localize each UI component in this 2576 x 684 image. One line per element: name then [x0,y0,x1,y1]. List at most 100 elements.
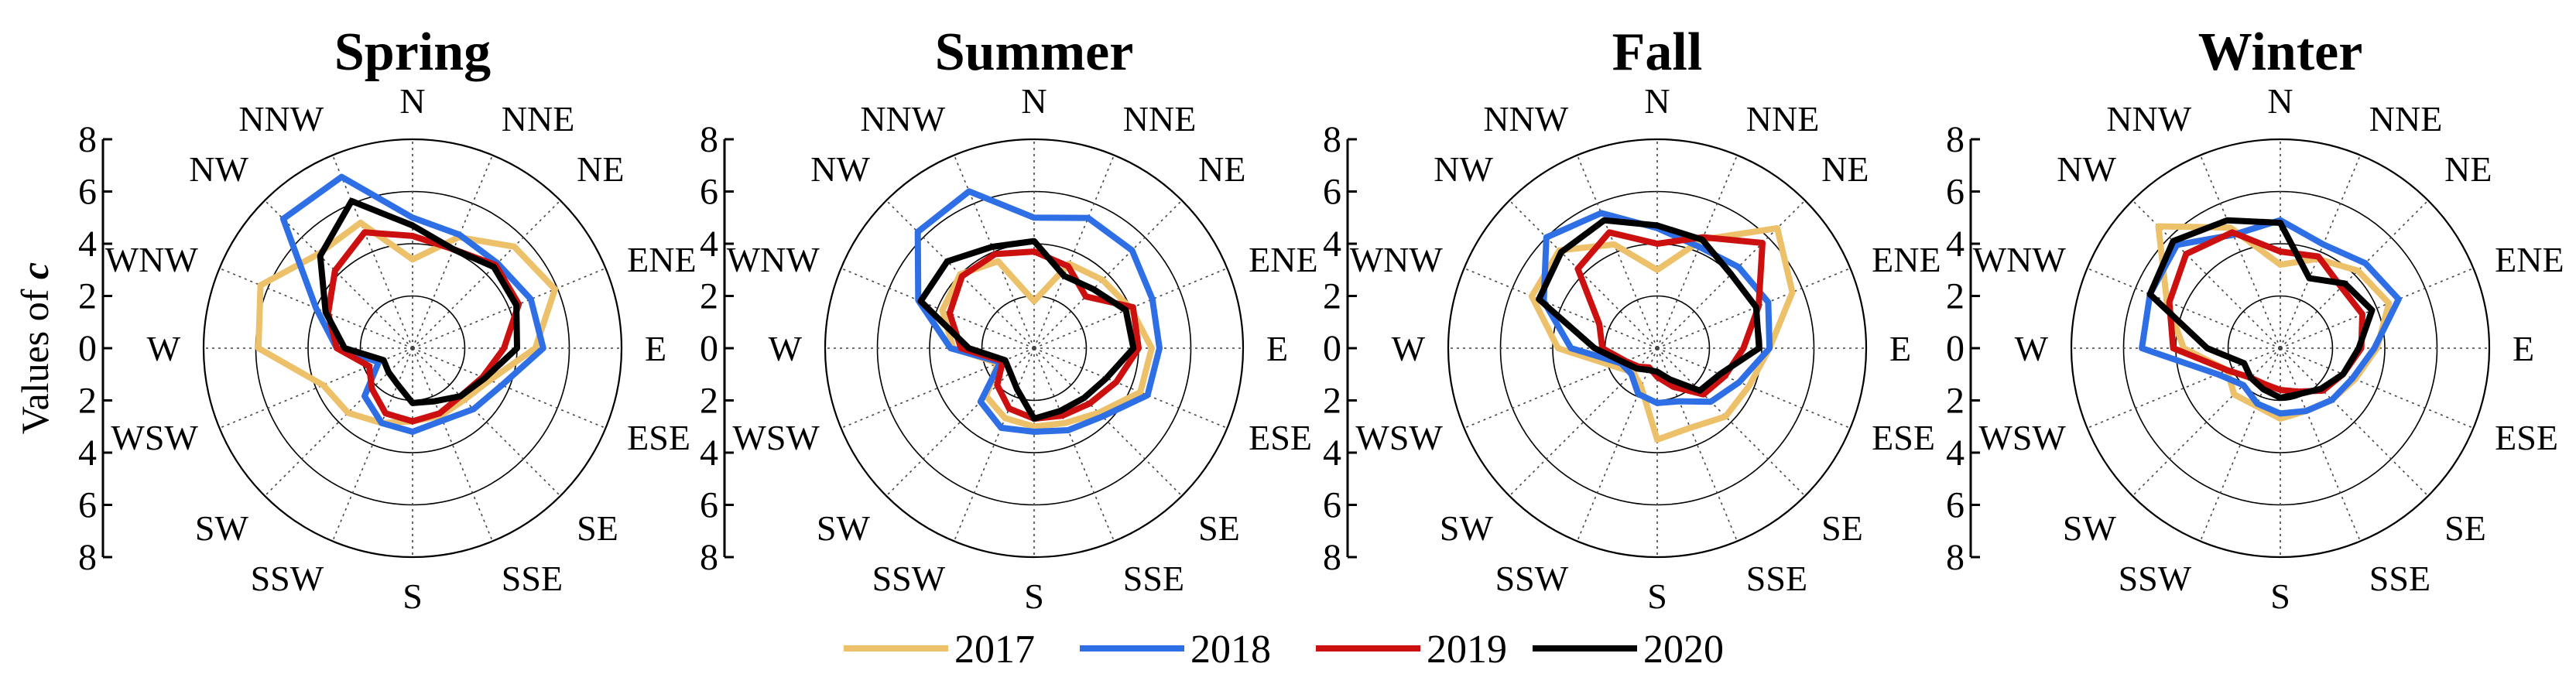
grid-spoke [953,155,1035,349]
grid-spoke [2132,347,2281,497]
grid-spoke [841,347,1035,429]
radial-tick-label: 6 [700,485,718,526]
direction-label: ESE [627,418,690,457]
legend-label: 2017 [954,628,1035,672]
direction-label: ENE [2495,240,2564,279]
series-line-2020 [317,197,520,406]
grid-spoke [1576,347,1658,542]
panel-title: Summer [935,22,1134,82]
direction-label: ENE [1872,240,1941,279]
direction-label: NNE [1123,99,1197,139]
direction-label: NNW [860,99,945,139]
radial-tick-label: 4 [700,224,718,265]
grid-spoke [412,347,606,429]
direction-label: E [1889,329,1911,368]
direction-label: WSW [111,418,198,457]
direction-label: SSW [251,559,324,598]
direction-label: NNE [2369,99,2443,139]
direction-label: SE [2444,508,2486,548]
grid-spoke [2280,200,2429,349]
grid-spoke [1656,200,1806,349]
direction-label: ESE [2495,418,2558,457]
grid-spoke [1464,267,1658,349]
grid-spoke [886,347,1035,497]
grid-spoke [1656,347,1806,497]
series-line-2020 [917,238,1137,422]
direction-label: WSW [732,418,820,457]
grid-spoke [2280,267,2474,349]
grid-circle [981,295,1088,402]
radial-tick-label: 4 [1323,433,1341,474]
grid-spoke [412,200,561,349]
direction-label: WNW [1973,240,2067,279]
direction-label: E [645,329,666,368]
direction-label: NW [2057,149,2116,189]
grid-spoke [1509,200,1658,349]
direction-label: NE [1821,149,1869,189]
direction-label: N [399,81,425,121]
radial-tick-label: 6 [1946,485,1965,526]
direction-label: SSE [1123,559,1184,598]
grid-spoke [841,267,1035,349]
direction-label: NE [2444,149,2492,189]
grid-spoke [1033,347,1183,497]
direction-label: SSE [1746,559,1807,598]
radial-tick-label: 6 [78,172,97,213]
legend-label: 2018 [1190,628,1271,672]
direction-label: NE [1198,149,1245,189]
grid-spoke [264,347,413,497]
radial-tick-label: 8 [700,537,718,578]
grid-circle [2070,138,2491,559]
grid-spoke [1656,347,1851,429]
grid-circle [202,138,623,559]
grid-spoke [219,347,413,429]
grid-spoke [2087,347,2281,429]
direction-label: ENE [627,240,696,279]
grid-spoke [412,267,606,349]
direction-label: WSW [1355,418,1443,457]
radial-tick-label: 2 [1946,276,1965,317]
radial-tick-label: 0 [78,328,97,369]
direction-label: NNW [1483,99,1568,139]
grid-spoke [953,347,1035,542]
grid-spoke [886,200,1035,349]
direction-label: SW [2063,508,2117,548]
direction-label: ESE [1872,418,1935,457]
grid-spoke [1033,347,1228,429]
direction-label: SW [817,508,871,548]
panel-title: Spring [334,22,491,82]
grid-spoke [2199,347,2281,542]
grid-spoke [264,200,413,349]
series-line-2017 [2155,223,2393,422]
radial-tick-label: 6 [1323,485,1341,526]
direction-label: S [1024,576,1044,616]
direction-label: S [402,576,423,616]
radial-tick-label: 4 [700,433,718,474]
direction-label: NW [189,149,248,189]
direction-label: SSW [872,559,946,598]
radial-tick-label: 6 [78,485,97,526]
direction-label: SSE [2369,559,2430,598]
radial-tick-label: 6 [1323,172,1341,213]
radial-tick-label: 6 [700,172,718,213]
radial-tick-label: 8 [1323,537,1341,578]
direction-label: S [2270,576,2290,616]
grid-spoke [1033,347,1115,542]
radial-tick-label: 8 [700,119,718,160]
grid-spoke [412,155,494,349]
grid-spoke [2280,347,2474,429]
legend-label: 2019 [1427,628,1507,672]
direction-label: ENE [1249,240,1317,279]
direction-label: SW [1440,508,1494,548]
direction-label: WSW [1978,418,2066,457]
series-line-2018 [279,173,546,435]
direction-label: NNW [238,99,324,139]
grid-spoke [1656,347,1738,542]
radial-tick-label: 0 [1946,328,1965,369]
grid-spoke [1464,347,1658,429]
direction-label: N [1021,81,1046,121]
series-line-2018 [914,188,1163,435]
direction-label: W [1392,329,1426,368]
